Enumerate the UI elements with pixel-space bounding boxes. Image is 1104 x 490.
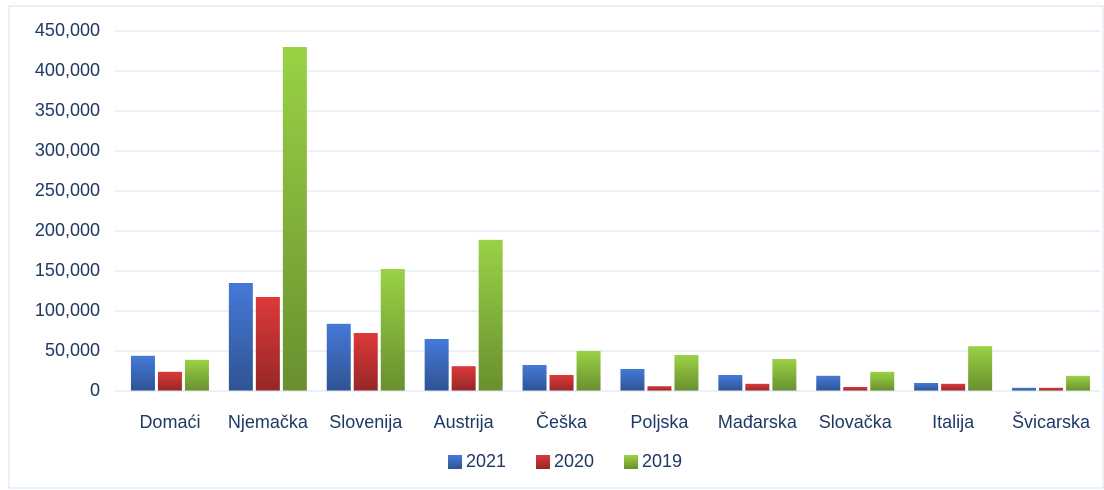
bar: [576, 351, 601, 391]
bar: [647, 386, 672, 391]
bar: [184, 359, 209, 391]
bar: [1012, 387, 1037, 391]
bar: [1039, 387, 1064, 391]
y-tick-label: 350,000: [35, 100, 100, 120]
bar: [718, 375, 743, 391]
bar: [1066, 375, 1091, 391]
legend-swatch: [448, 455, 462, 469]
x-tick-label: Poljska: [630, 412, 689, 432]
y-tick-label: 200,000: [35, 220, 100, 240]
bar: [674, 355, 699, 391]
bar: [941, 383, 966, 391]
legend-swatch: [624, 455, 638, 469]
bar: [451, 366, 476, 391]
bar: [745, 383, 770, 391]
x-tick-label: Austrija: [434, 412, 495, 432]
legend-label: 2020: [554, 451, 594, 471]
y-tick-label: 300,000: [35, 140, 100, 160]
bar: [549, 375, 574, 391]
x-tick-label: Domaći: [139, 412, 200, 432]
bar: [843, 387, 868, 391]
y-tick-label: 150,000: [35, 260, 100, 280]
bar: [380, 269, 405, 391]
x-tick-label: Mađarska: [718, 412, 798, 432]
legend-label: 2019: [642, 451, 682, 471]
x-tick-label: Slovenija: [329, 412, 403, 432]
legend-swatch: [536, 455, 550, 469]
x-tick-label: Švicarska: [1012, 411, 1091, 432]
bar: [522, 365, 547, 391]
y-tick-label: 450,000: [35, 20, 100, 40]
bar: [478, 239, 503, 391]
bar: [157, 371, 182, 391]
bar: [228, 283, 253, 391]
legend-label: 2021: [466, 451, 506, 471]
chart-border: [8, 5, 1104, 489]
y-tick-label: 0: [90, 380, 100, 400]
bar: [816, 375, 841, 391]
x-tick-label: Slovačka: [819, 412, 893, 432]
y-tick-label: 250,000: [35, 180, 100, 200]
bar: [620, 369, 645, 391]
bar: [772, 359, 797, 391]
bar: [282, 47, 307, 391]
bar: [255, 297, 280, 391]
x-tick-label: Češka: [536, 411, 588, 432]
bar: [870, 371, 895, 391]
bar: [968, 346, 993, 391]
y-tick-label: 50,000: [45, 340, 100, 360]
bar: [424, 339, 449, 391]
bar: [326, 323, 351, 391]
bar: [353, 333, 378, 391]
y-tick-label: 100,000: [35, 300, 100, 320]
bar: [130, 355, 155, 391]
bar: [914, 383, 939, 391]
x-tick-label: Italija: [932, 412, 975, 432]
x-tick-label: Njemačka: [228, 412, 309, 432]
y-tick-label: 400,000: [35, 60, 100, 80]
